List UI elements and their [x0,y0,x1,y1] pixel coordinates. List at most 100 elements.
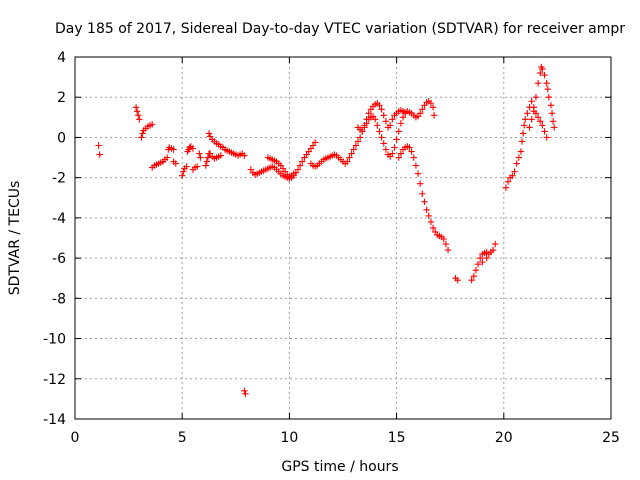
data-point-marker [132,104,140,111]
data-point-marker [397,150,405,157]
data-point-marker [393,136,400,143]
data-point-marker [520,122,528,129]
y-tick-label: -14 [43,412,66,428]
data-point-marker [421,198,428,205]
data-point-marker [430,112,438,119]
data-point-marker [518,138,526,145]
data-point-marker [371,116,379,123]
data-point-marker [189,145,197,152]
data-point-marker [376,102,383,109]
data-point-marker [241,152,248,159]
data-point-marker [474,260,482,268]
data-point-marker [412,162,420,169]
data-point-marker [389,150,396,157]
x-tick-label: 20 [495,430,513,446]
y-axis-label: SDTVAR / TECUs [7,181,23,296]
data-point-marker [186,144,193,151]
data-point-marker [483,254,490,262]
data-point-marker [363,120,370,127]
data-point-marker [522,116,529,123]
data-point-marker [205,130,213,137]
data-point-marker [537,118,544,125]
data-point-marker [350,146,357,153]
data-point-marker [406,144,413,151]
data-point-marker [296,162,304,169]
data-point-marker [395,154,402,161]
data-point-marker [423,206,430,214]
data-point-marker [148,121,156,128]
data-point-marker [172,160,179,167]
data-point-marker [545,94,553,101]
y-tick-label: -8 [52,291,66,307]
data-point-marker [427,100,435,107]
data-point-marker [425,212,432,220]
data-point-marker [479,258,486,266]
data-point-marker [502,184,510,191]
y-tick-label: -12 [43,372,66,388]
data-point-marker [395,128,402,135]
data-point-marker [180,168,187,175]
data-point-marker [361,124,368,131]
data-point-marker [197,154,204,161]
data-point-marker [397,120,405,127]
data-points [95,63,558,398]
data-point-marker [549,118,557,125]
data-point-marker [290,170,297,177]
data-point-marker [547,102,555,109]
data-point-marker [241,387,248,395]
data-point-marker [410,154,417,161]
data-point-marker [311,139,319,146]
y-tick-label: 0 [57,130,66,146]
y-tick-label: -2 [52,171,66,187]
data-point-marker [539,122,546,129]
data-point-marker [511,168,518,175]
data-point-marker [442,240,450,248]
data-point-marker [399,114,407,121]
x-axis-label: GPS time / hours [281,459,398,475]
axis-ticks [74,56,612,420]
data-point-marker [532,94,540,101]
data-point-marker [138,134,145,141]
data-point-marker [346,154,353,161]
data-point-marker [344,158,351,165]
data-point-marker [534,79,542,87]
data-point-marker [543,134,550,141]
data-point-marker [380,112,387,119]
data-point-marker [509,172,516,179]
data-point-marker [203,158,211,165]
data-point-marker [135,112,142,119]
data-point-marker [526,124,533,131]
data-point-marker [382,118,390,125]
data-point-marker [528,98,535,105]
data-point-marker [517,148,525,155]
data-point-marker [504,178,512,185]
data-point-marker [419,190,426,197]
data-point-marker [427,218,435,226]
plot-frame [74,56,612,420]
y-tick-labels: -14 -12 -10 -8 -6 -4 -2 0 2 4 [43,50,66,428]
data-point-marker [356,134,364,141]
data-point-marker [492,240,499,248]
data-point-marker [515,154,523,161]
data-point-marker [217,152,224,159]
data-point-marker [376,128,383,135]
data-point-marker [454,277,461,284]
data-point-marker [489,246,497,254]
data-point-marker [401,109,409,116]
data-point-marker [537,69,544,77]
data-point-marker [513,160,520,167]
data-point-marker [352,142,360,149]
data-point-marker [354,138,362,145]
data-point-marker [389,116,396,123]
data-point-marker [534,114,542,121]
data-point-marker [550,124,558,131]
x-tick-label: 0 [71,430,80,446]
data-point-marker [194,163,201,170]
data-point-marker [95,142,102,149]
data-point-marker [204,154,212,161]
data-point-marker [378,134,385,141]
data-point-marker [382,146,390,153]
data-point-marker [524,110,531,117]
y-tick-label: 4 [57,50,66,66]
